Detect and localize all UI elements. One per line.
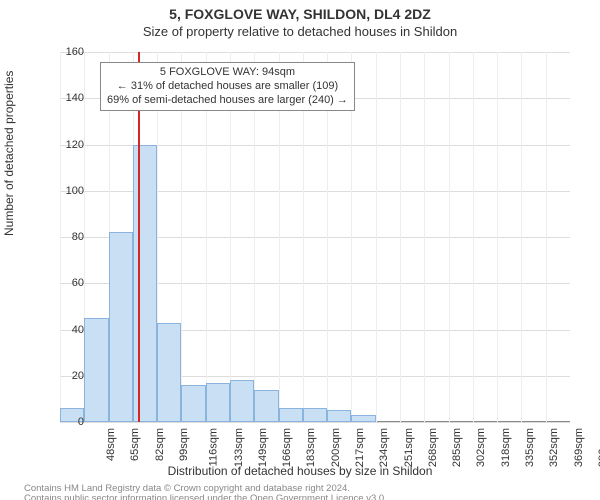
annotation-line2: ← 31% of detached houses are smaller (10… xyxy=(107,80,348,94)
y-tick-label: 40 xyxy=(44,324,84,336)
y-gridline xyxy=(60,422,570,423)
histogram-bar xyxy=(303,408,327,422)
x-tick-label: 183sqm xyxy=(306,428,318,467)
y-tick-label: 0 xyxy=(44,416,84,428)
x-tick-label: 149sqm xyxy=(257,428,269,467)
histogram-bar xyxy=(109,232,133,422)
y-tick-label: 160 xyxy=(44,46,84,58)
y-tick-label: 140 xyxy=(44,92,84,104)
y-tick-label: 60 xyxy=(44,277,84,289)
x-tick-label: 133sqm xyxy=(233,428,245,467)
chart-container: 5, FOXGLOVE WAY, SHILDON, DL4 2DZ Size o… xyxy=(0,6,600,500)
x-gridline xyxy=(400,52,401,422)
chart-subtitle: Size of property relative to detached ho… xyxy=(0,24,600,39)
x-tick-label: 166sqm xyxy=(281,428,293,467)
x-gridline xyxy=(376,52,377,422)
histogram-bar xyxy=(327,410,351,422)
y-axis-label: Number of detached properties xyxy=(2,71,16,236)
y-tick-label: 20 xyxy=(44,370,84,382)
y-tick-label: 80 xyxy=(44,231,84,243)
x-tick-label: 217sqm xyxy=(354,428,366,467)
x-gridline xyxy=(497,52,498,422)
x-gridline xyxy=(449,52,450,422)
annotation-box: 5 FOXGLOVE WAY: 94sqm ← 31% of detached … xyxy=(100,62,355,111)
footer-line2: Contains public sector information licen… xyxy=(24,494,387,500)
histogram-bar xyxy=(181,385,205,422)
x-tick-label: 65sqm xyxy=(129,428,141,461)
histogram-bar xyxy=(254,390,278,422)
x-tick-label: 318sqm xyxy=(500,428,512,467)
histogram-bar xyxy=(157,323,181,422)
y-tick-label: 100 xyxy=(44,185,84,197)
x-tick-label: 82sqm xyxy=(154,428,166,461)
y-tick-label: 120 xyxy=(44,139,84,151)
x-tick-label: 335sqm xyxy=(524,428,536,467)
histogram-bar xyxy=(230,380,254,422)
x-tick-label: 302sqm xyxy=(476,428,488,467)
x-tick-label: 234sqm xyxy=(378,428,390,467)
x-tick-label: 200sqm xyxy=(330,428,342,467)
x-gridline xyxy=(473,52,474,422)
x-tick-label: 99sqm xyxy=(178,428,190,461)
x-tick-label: 48sqm xyxy=(105,428,117,461)
annotation-line3: 69% of semi-detached houses are larger (… xyxy=(107,94,348,108)
histogram-bar xyxy=(206,383,230,422)
x-tick-label: 251sqm xyxy=(403,428,415,467)
x-tick-label: 116sqm xyxy=(208,428,220,466)
x-tick-label: 352sqm xyxy=(548,428,560,467)
x-tick-label: 369sqm xyxy=(573,428,585,467)
x-gridline xyxy=(424,52,425,422)
x-tick-label: 268sqm xyxy=(427,428,439,467)
y-gridline xyxy=(60,52,570,53)
x-tick-label: 285sqm xyxy=(451,428,463,467)
histogram-bar xyxy=(351,415,375,422)
annotation-line1: 5 FOXGLOVE WAY: 94sqm xyxy=(107,66,348,80)
x-gridline xyxy=(546,52,547,422)
chart-title: 5, FOXGLOVE WAY, SHILDON, DL4 2DZ xyxy=(0,6,600,22)
x-gridline xyxy=(521,52,522,422)
histogram-bar xyxy=(133,145,157,423)
histogram-bar xyxy=(84,318,108,422)
histogram-bar xyxy=(279,408,303,422)
footer-attribution: Contains HM Land Registry data © Crown c… xyxy=(24,484,387,500)
